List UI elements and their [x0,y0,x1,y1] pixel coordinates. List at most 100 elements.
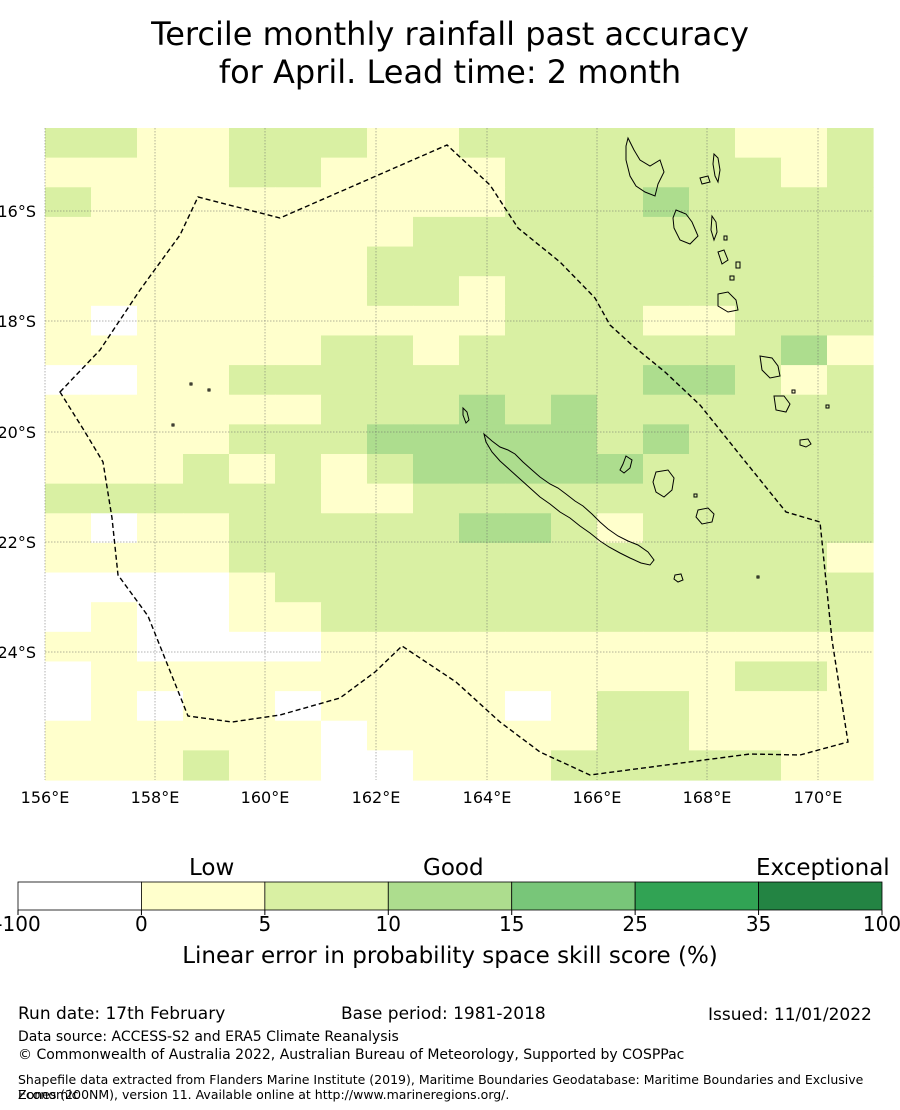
grid-cell [413,483,460,514]
grid-cell [827,424,874,455]
grid-cell [735,216,782,248]
grid-cell [597,631,644,663]
epi-island [717,249,729,265]
grid-cell [413,335,460,366]
grid-cell [183,335,230,366]
grid-cell [45,365,92,396]
grid-cell [367,454,414,485]
chart-title-line-1: Tercile monthly rainfall past accuracy [151,15,749,53]
grid-cell [275,187,322,218]
grid-cell [45,276,92,307]
grid-cell [275,631,322,663]
grid-cell [551,661,598,692]
grid-cell [45,602,92,633]
grid-cell [275,720,322,751]
grid-cell [781,454,828,485]
colorbar-tick-label: 5 [258,912,272,936]
grid-cell [183,276,230,307]
grid-cell [689,513,736,544]
grid-cell [321,305,368,337]
grid-cell [45,246,92,277]
grid-cell [643,513,690,544]
grid-cell [321,542,368,574]
grid-cell [183,394,230,425]
grid-cell [689,631,736,663]
grid-cell [597,246,644,277]
grid-cell [229,335,276,366]
tanna-island [773,395,791,413]
grid-cell [91,572,138,603]
grid-cell [183,631,230,663]
grid-cell [183,365,230,396]
grid-cell [229,572,276,603]
grid-cell [735,691,782,722]
grid-cell [45,720,92,751]
data-source: Data source: ACCESS-S2 and ERA5 Climate … [18,1029,399,1045]
grid-cell [45,454,92,485]
malekula-island [672,209,699,245]
run-date: Run date: 17th February [18,1004,226,1024]
grid-cell [137,335,184,366]
issued-date: Issued: 11/01/2022 [708,1005,872,1025]
grid-cell [367,513,414,544]
grid-cell [689,128,736,159]
colorbar-band [634,881,759,911]
grid-cell [413,394,460,425]
grid-cell [781,394,828,425]
grid-cell [551,572,598,603]
latitude-label: 16°S [0,202,36,221]
grid-cell [45,691,92,722]
grid-cell [91,602,138,633]
grid-cell [275,216,322,248]
grid-cell [689,750,736,781]
colorbar-tick-label: 35 [745,912,772,936]
grid-cell [689,691,736,722]
grid-cell [689,424,736,455]
grid-cell [781,365,828,396]
grid-cell [183,157,230,188]
grid-cell [229,216,276,248]
grid-cell [597,542,644,574]
grid-cell [413,661,460,692]
grid-cell [735,305,782,337]
grid-cell [229,246,276,277]
grid-cell [597,424,644,455]
longitude-label: 168°E [683,788,732,807]
grid-cell [229,157,276,188]
grid-cell [367,365,414,396]
grid-cell [643,691,690,722]
grid-cell [137,216,184,248]
grid-cell [229,661,276,692]
latitude-label: 24°S [0,643,36,662]
grid-cell [505,720,552,751]
grid-cell [643,572,690,603]
grid-cell [551,157,598,188]
longitude-labels: 156°E 158°E 160°E 162°E 164°E 166°E 168°E 170°E [21,788,843,807]
grid-cell [275,335,322,366]
grid-cell [183,305,230,337]
grid-cell [597,602,644,633]
grid-cell [505,572,552,603]
longitude-label: 170°E [794,788,843,807]
grid-cell [45,513,92,544]
grid-cell [827,216,874,248]
grid-cell [551,276,598,307]
small-islet [723,235,728,241]
grid-cell [275,128,322,159]
grid-cell [229,394,276,425]
grid-cell [505,216,552,248]
grid-cell [229,513,276,544]
grid-cell [137,602,184,633]
grid-cell [551,365,598,396]
grid-cell [413,454,460,485]
grid-cell [643,424,690,455]
grid-cell [275,572,322,603]
grid-cell [505,246,552,277]
grid-cell [275,542,322,574]
colorbar-band [264,881,389,911]
grid-cell [459,216,506,248]
grid-cell [735,572,782,603]
grid-cell [137,483,184,514]
grid-cell [459,661,506,692]
grid-cell [459,187,506,218]
